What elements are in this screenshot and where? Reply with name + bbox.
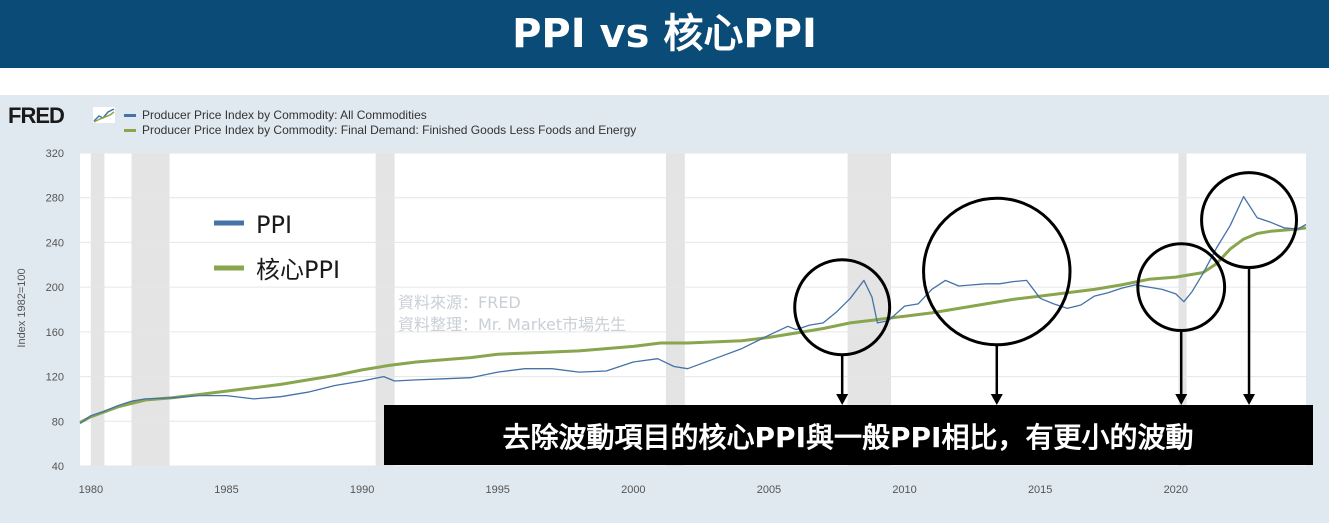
x-tick-label: 1985 bbox=[214, 484, 238, 496]
pointer-arrowhead bbox=[836, 394, 849, 405]
fred-legend-item-core: Producer Price Index by Commodity: Final… bbox=[124, 123, 636, 137]
recession-band bbox=[665, 153, 685, 466]
watermark-author: 資料整理：Mr. Market市場先生 bbox=[398, 315, 626, 334]
series-line-core-ppi bbox=[79, 226, 1307, 424]
recession-band bbox=[375, 153, 395, 466]
x-tick-label: 1980 bbox=[79, 484, 103, 496]
fred-legend-label-core: Producer Price Index by Commodity: Final… bbox=[142, 123, 637, 137]
title-banner: PPI vs 核心PPI bbox=[0, 0, 1329, 68]
y-tick-label: 40 bbox=[52, 461, 64, 473]
recession-band bbox=[90, 153, 105, 466]
y-tick-label: 320 bbox=[46, 148, 64, 160]
pointer-arrowhead bbox=[1243, 394, 1256, 405]
x-tick-label: 2000 bbox=[621, 484, 645, 496]
watermark-source: 資料來源：FRED bbox=[398, 293, 521, 312]
y-tick-label: 200 bbox=[46, 282, 64, 294]
overlay-legend-label-ppi: PPI bbox=[256, 211, 292, 239]
banner-title: PPI vs 核心PPI bbox=[512, 11, 817, 57]
overlay-legend-label-core: 核心PPI bbox=[256, 256, 340, 284]
y-tick-label: 120 bbox=[46, 372, 64, 384]
x-tick-label: 2010 bbox=[892, 484, 916, 496]
recession-band bbox=[1178, 153, 1187, 466]
x-tick-label: 1995 bbox=[485, 484, 509, 496]
fred-logo: FRED bbox=[8, 103, 65, 128]
fred-chart-icon bbox=[92, 106, 116, 124]
caption-text: 去除波動項目的核心PPI與一般PPI相比，有更小的波動 bbox=[503, 421, 1194, 454]
pointer-arrowhead bbox=[1175, 394, 1188, 405]
y-tick-label: 280 bbox=[46, 193, 64, 205]
x-tick-label: 2005 bbox=[757, 484, 781, 496]
y-tick-label: 240 bbox=[46, 237, 64, 249]
fred-legend-item-ppi: Producer Price Index by Commodity: All C… bbox=[124, 108, 427, 122]
highlight-circle bbox=[793, 258, 892, 357]
series-line-ppi bbox=[79, 195, 1307, 425]
recession-band bbox=[131, 153, 170, 466]
fred-legend-swatch-ppi bbox=[124, 114, 136, 118]
y-tick-label: 80 bbox=[52, 416, 64, 428]
pointer-arrowhead bbox=[990, 394, 1003, 405]
fred-legend-label-ppi: Producer Price Index by Commodity: All C… bbox=[142, 108, 427, 122]
caption-box bbox=[384, 405, 1313, 465]
fred-legend-swatch-core bbox=[124, 129, 136, 133]
y-tick-label: 160 bbox=[46, 327, 64, 339]
x-tick-label: 1990 bbox=[350, 484, 374, 496]
x-tick-label: 2015 bbox=[1028, 484, 1052, 496]
x-tick-label: 2020 bbox=[1164, 484, 1188, 496]
y-axis-label: Index 1982=100 bbox=[16, 268, 28, 347]
